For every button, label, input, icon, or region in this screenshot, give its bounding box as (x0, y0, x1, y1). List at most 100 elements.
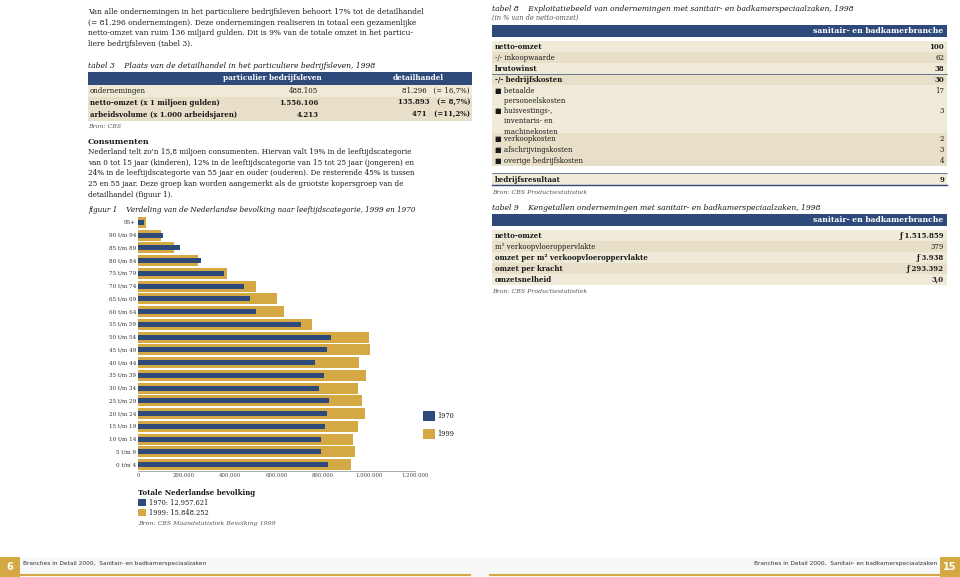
Text: 20 t/m 24: 20 t/m 24 (108, 411, 136, 416)
Text: 3: 3 (940, 146, 944, 154)
Text: ■ overige bedrijfskosten: ■ overige bedrijfskosten (495, 157, 583, 165)
Bar (492, 174, 947, 185)
Text: 40 t/m 44: 40 t/m 44 (108, 360, 136, 365)
Bar (492, 144, 947, 155)
Bar (492, 41, 947, 52)
Text: 15 t/m 19: 15 t/m 19 (108, 424, 136, 429)
Text: 1.556.106: 1.556.106 (279, 99, 319, 107)
Text: 81.296   (= 16,7%): 81.296 (= 16,7%) (402, 87, 470, 95)
Text: 30 t/m 34: 30 t/m 34 (108, 385, 136, 391)
Text: 17: 17 (935, 87, 944, 95)
Text: 1.000.000: 1.000.000 (355, 473, 382, 478)
Bar (138, 411, 326, 416)
Bar (492, 52, 947, 63)
Text: -/- inkoopwaarde: -/- inkoopwaarde (495, 54, 555, 62)
Text: 10 t/m 14: 10 t/m 14 (108, 437, 136, 441)
Bar (88, 109, 472, 121)
Text: figuur 1    Verdeling van de Nederlandse bevolking naar leeftijdscategorie, 1999: figuur 1 Verdeling van de Nederlandse be… (88, 206, 416, 214)
Bar (88, 72, 472, 85)
Text: ■ betaalde
    personeelskosten: ■ betaalde personeelskosten (495, 87, 565, 106)
Text: 1.200.000: 1.200.000 (401, 473, 428, 478)
Text: 30: 30 (934, 76, 944, 84)
Text: ƒ 1.515.859: ƒ 1.515.859 (900, 232, 944, 240)
Bar (138, 220, 144, 225)
Text: Bron: CBS Productiestatistiek: Bron: CBS Productiestatistiek (492, 289, 588, 294)
Bar (492, 85, 947, 105)
Text: Bron: CBS Maandstatistiek Bevolking 1999: Bron: CBS Maandstatistiek Bevolking 1999 (138, 521, 276, 526)
Text: 800.000: 800.000 (312, 473, 334, 478)
Text: m² verkoopvloeroppervlakte: m² verkoopvloeroppervlakte (495, 243, 595, 251)
Text: 1970: 1970 (437, 412, 454, 420)
Bar (0, 557, 20, 577)
Bar (138, 268, 228, 279)
Bar (88, 85, 472, 97)
Text: 25 t/m 29: 25 t/m 29 (108, 398, 136, 403)
Text: 0 t/m 4: 0 t/m 4 (116, 462, 136, 467)
Bar (138, 255, 199, 266)
Text: (in % van de netto-omzet): (in % van de netto-omzet) (492, 14, 578, 22)
Text: 9: 9 (939, 176, 944, 184)
Text: 95+: 95+ (124, 220, 136, 225)
Bar (138, 398, 328, 403)
Bar (138, 309, 256, 314)
Bar (138, 360, 315, 365)
Text: 6: 6 (7, 562, 13, 572)
Bar (138, 217, 146, 228)
Bar (492, 155, 947, 166)
Text: 15: 15 (944, 562, 957, 572)
Bar (138, 385, 319, 391)
Text: 35 t/m 39: 35 t/m 39 (109, 373, 136, 378)
Text: 38: 38 (934, 65, 944, 73)
Bar (138, 306, 284, 317)
Text: 75 t/m 79: 75 t/m 79 (108, 271, 136, 276)
Text: ■ verkoopkosten: ■ verkoopkosten (495, 135, 556, 143)
Bar (138, 284, 244, 288)
Text: ■ afschrijvingskosten: ■ afschrijvingskosten (495, 146, 572, 154)
Bar (492, 25, 947, 37)
Bar (0, 557, 960, 577)
Text: netto-omzet: netto-omzet (495, 232, 542, 240)
Text: omzet per m² verkoopvloeroppervlakte: omzet per m² verkoopvloeroppervlakte (495, 254, 648, 262)
Bar (138, 459, 351, 470)
Bar (492, 241, 947, 252)
Text: Branches in Detail 2000,  Sanitair- en badkamerspeciaalzaken: Branches in Detail 2000, Sanitair- en ba… (754, 561, 937, 566)
Text: ■ huisvestings-,
    inventaris- en
    machinekosten: ■ huisvestings-, inventaris- en machinek… (495, 107, 558, 136)
Bar (138, 509, 146, 516)
Bar (492, 105, 947, 133)
Bar (138, 280, 256, 292)
Bar (138, 446, 354, 458)
Text: Branches in Detail 2000,  Sanitair- en badkamerspeciaalzaken: Branches in Detail 2000, Sanitair- en ba… (23, 561, 206, 566)
Text: 80 t/m 84: 80 t/m 84 (108, 258, 136, 263)
Text: 1999: 15.848.252: 1999: 15.848.252 (149, 509, 208, 517)
Text: ƒ 3.938: ƒ 3.938 (917, 254, 944, 262)
Bar (492, 274, 947, 285)
Bar (138, 437, 321, 441)
Bar (138, 499, 146, 506)
Text: 100: 100 (929, 43, 944, 51)
Text: 65 t/m 69: 65 t/m 69 (108, 297, 136, 301)
Bar (138, 395, 362, 406)
Bar (138, 233, 163, 238)
Text: 1970: 12.957.621: 1970: 12.957.621 (149, 499, 208, 507)
Text: 3: 3 (940, 107, 944, 115)
Text: 85 t/m 89: 85 t/m 89 (108, 245, 136, 250)
Bar (138, 462, 328, 467)
Bar (138, 335, 331, 340)
Text: Van alle ondernemingen in het particuliere bedrijfsleven behoort 17% tot de deta: Van alle ondernemingen in het particulie… (88, 8, 423, 48)
Text: 2: 2 (940, 135, 944, 143)
Text: Consumenten: Consumenten (88, 138, 150, 146)
Text: 70 t/m 74: 70 t/m 74 (108, 284, 136, 288)
Text: 200.000: 200.000 (173, 473, 195, 478)
Text: sanitair- en badkamerbranche: sanitair- en badkamerbranche (813, 27, 943, 35)
Text: 60 t/m 64: 60 t/m 64 (108, 309, 136, 314)
Bar (138, 258, 201, 263)
Bar (88, 97, 472, 109)
Text: 1999: 1999 (437, 430, 454, 438)
Bar (138, 421, 358, 432)
Text: 55 t/m 59: 55 t/m 59 (109, 322, 136, 327)
Bar (138, 357, 359, 368)
Text: netto-omzet (x 1 miljoen gulden): netto-omzet (x 1 miljoen gulden) (90, 99, 220, 107)
Bar (138, 449, 321, 454)
Text: 5 t/m 9: 5 t/m 9 (116, 449, 136, 454)
Text: 379: 379 (930, 243, 944, 251)
